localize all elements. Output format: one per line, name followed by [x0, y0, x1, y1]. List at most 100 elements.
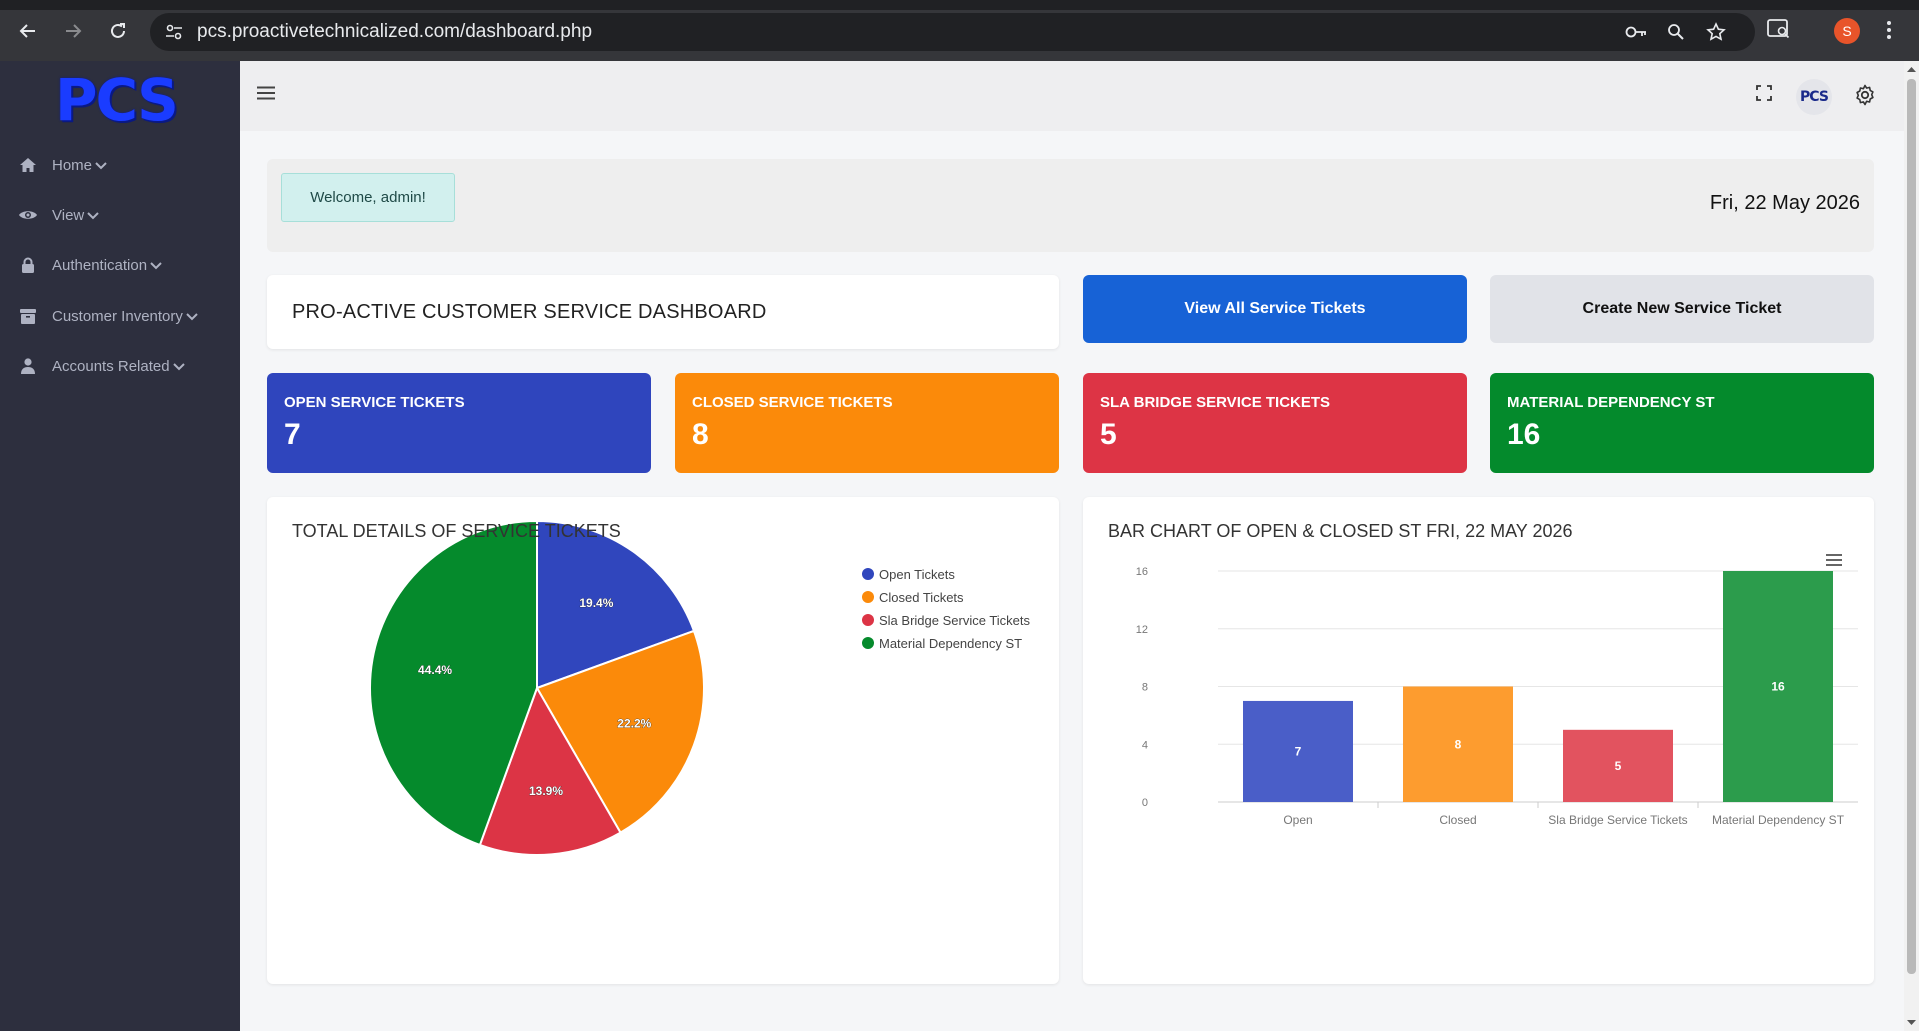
pie-chart-panel: 19.4% 22.2% 13.9% 44.4% Open Tickets Closed T… — [267, 497, 1059, 984]
stat-label: SLA BRIDGE SERVICE TICKETS — [1100, 394, 1331, 411]
y-tick-label: 16 — [1136, 566, 1148, 578]
sidebar-item-view[interactable]: View — [18, 203, 99, 227]
bookmark-star-icon[interactable] — [1705, 21, 1727, 43]
dashboard-title-card: PRO-ACTIVE CUSTOMER SERVICE DASHBOARD — [267, 275, 1059, 349]
bar — [1723, 571, 1833, 802]
lock-icon — [18, 255, 38, 275]
tab-search-icon[interactable] — [1767, 18, 1791, 40]
chart-menu-icon[interactable] — [1826, 554, 1842, 566]
stat-card-closed[interactable]: CLOSED SERVICE TICKETS 8 — [675, 373, 1059, 473]
stat-value: 7 — [284, 418, 301, 451]
chevron-down-icon — [95, 161, 107, 169]
create-ticket-button[interactable]: Create New Service Ticket — [1490, 275, 1874, 343]
address-bar[interactable]: pcs.proactivetechnicalized.com/dashboard… — [150, 13, 1755, 51]
stat-card-sla-bridge[interactable]: SLA BRIDGE SERVICE TICKETS 5 — [1083, 373, 1467, 473]
bar-value-label: 7 — [1295, 744, 1302, 758]
fullscreen-icon[interactable] — [1756, 85, 1772, 101]
x-tick-label: Material Dependency ST — [1712, 813, 1845, 827]
settings-gear-icon[interactable] — [1854, 84, 1876, 106]
bar-value-label: 5 — [1615, 759, 1622, 773]
page-title: PRO-ACTIVE CUSTOMER SERVICE DASHBOARD — [292, 301, 767, 323]
y-tick-label: 0 — [1142, 797, 1148, 809]
pie-chart: 19.4% 22.2% 13.9% 44.4% Open Tickets Closed T… — [369, 519, 1031, 856]
pie-chart-title: TOTAL DETAILS OF SERVICE TICKETS — [292, 521, 621, 541]
scroll-up-icon[interactable] — [1906, 64, 1917, 75]
page-scrollbar[interactable] — [1904, 61, 1919, 1031]
sidebar-item-label: Customer Inventory — [52, 307, 183, 325]
y-tick-label: 8 — [1142, 682, 1148, 694]
back-button[interactable] — [14, 17, 42, 45]
pie-slice-label: 22.2% — [617, 716, 651, 730]
stat-value: 16 — [1507, 418, 1541, 451]
legend-label: Material Dependency ST — [879, 636, 1022, 651]
top-navbar: PCS — [240, 61, 1904, 131]
pie-slice — [369, 519, 538, 847]
stat-card-open[interactable]: OPEN SERVICE TICKETS 7 — [267, 373, 651, 473]
arrow-right-icon — [66, 24, 82, 38]
current-date: Fri, 22 May 2026 — [1709, 192, 1860, 214]
main-content: PCS Welcome, admin! Fri, 22 May 2026 PRO… — [240, 61, 1904, 1031]
legend-label: Sla Bridge Service Tickets — [879, 613, 1031, 628]
password-key-icon[interactable] — [1625, 21, 1647, 43]
forward-button[interactable] — [59, 17, 87, 45]
sidebar-item-customer-inventory[interactable]: Customer Inventory — [18, 304, 198, 328]
legend-label: Closed Tickets — [879, 590, 964, 605]
y-tick-label: 12 — [1136, 624, 1148, 636]
arrow-left-icon — [19, 24, 35, 38]
url-text[interactable]: pcs.proactivetechnicalized.com/dashboard… — [197, 21, 593, 42]
stat-label: CLOSED SERVICE TICKETS — [692, 394, 893, 411]
legend-marker — [862, 568, 874, 580]
eye-icon — [18, 205, 38, 225]
menu-toggle-icon[interactable] — [257, 86, 275, 100]
y-tick-label: 4 — [1142, 739, 1148, 751]
browser-toolbar: pcs.proactivetechnicalized.com/dashboard… — [0, 0, 1919, 61]
bar-value-label: 8 — [1455, 737, 1462, 751]
user-icon — [18, 356, 38, 376]
zoom-icon[interactable] — [1665, 21, 1687, 43]
bar-chart-panel: 0 4 8 12 16 7 Open 8 Closed 5 Sla Bridge Service T… — [1083, 497, 1874, 984]
legend-marker — [862, 591, 874, 603]
bar — [1403, 686, 1513, 802]
reload-icon — [111, 23, 125, 38]
pie-slice — [478, 685, 622, 856]
stat-value: 8 — [692, 418, 709, 451]
user-avatar[interactable]: PCS — [1796, 79, 1832, 115]
sidebar-item-home[interactable]: Home — [18, 153, 107, 177]
scroll-down-icon[interactable] — [1906, 1017, 1917, 1028]
x-tick-label: Open — [1283, 813, 1312, 827]
legend-label: Open Tickets — [879, 567, 955, 582]
home-icon — [18, 155, 38, 175]
profile-avatar[interactable]: S — [1834, 18, 1860, 44]
view-all-tickets-button[interactable]: View All Service Tickets — [1083, 275, 1467, 343]
pcs-logo[interactable]: PCS — [55, 66, 179, 134]
chevron-down-icon — [87, 211, 99, 219]
site-settings-icon[interactable] — [164, 22, 184, 42]
chevron-down-icon — [172, 362, 185, 370]
pie-slice-label: 44.4% — [418, 663, 452, 677]
scroll-thumb[interactable] — [1907, 79, 1916, 974]
chevron-down-icon — [150, 261, 162, 269]
sidebar-item-label: Accounts Related — [52, 357, 170, 375]
stat-value: 5 — [1100, 418, 1117, 451]
bar — [1243, 700, 1353, 802]
stat-card-material-dependency[interactable]: MATERIAL DEPENDENCY ST 16 — [1490, 373, 1874, 473]
more-menu-icon[interactable] — [1886, 20, 1892, 40]
bar — [1563, 729, 1673, 802]
sidebar-item-authentication[interactable]: Authentication — [18, 253, 162, 277]
bar-value-label: 16 — [1771, 680, 1785, 694]
pie-slice-label: 13.9% — [529, 784, 563, 798]
legend-marker — [862, 614, 874, 626]
tab-strip — [0, 0, 1919, 10]
sidebar-item-accounts-related[interactable]: Accounts Related — [18, 354, 185, 378]
legend-marker — [862, 637, 874, 649]
bar-chart-title: BAR CHART OF OPEN & CLOSED ST FRI, 22 MA… — [1108, 521, 1573, 541]
sidebar-item-label: View — [52, 206, 85, 224]
sidebar-item-label: Authentication — [52, 256, 148, 274]
archive-icon — [18, 306, 38, 326]
sidebar: PCS Home View Authentication Customer In… — [0, 61, 240, 1031]
welcome-message: Welcome, admin! — [281, 173, 455, 222]
stat-label: MATERIAL DEPENDENCY ST — [1507, 394, 1715, 411]
reload-button[interactable] — [104, 17, 132, 45]
x-tick-label: Closed — [1439, 813, 1476, 827]
stat-label: OPEN SERVICE TICKETS — [284, 394, 465, 411]
